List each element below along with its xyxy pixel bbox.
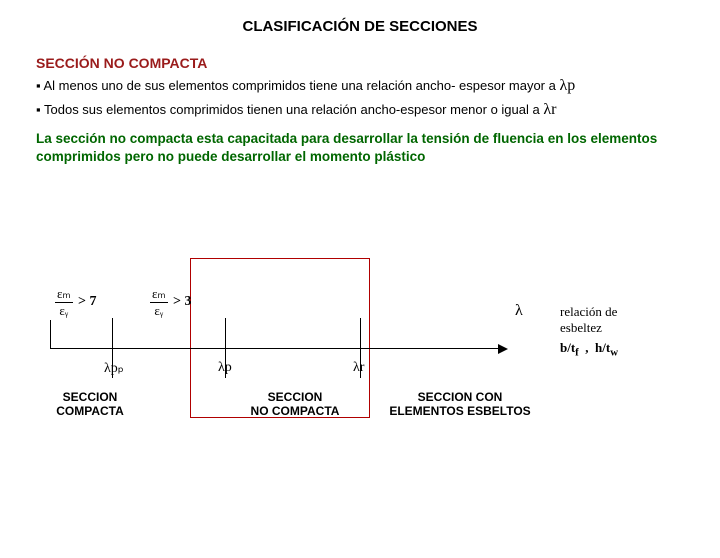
bullet-text: Al menos uno de sus elementos comprimido… [44,78,560,93]
frac1-gt: > 7 [78,294,96,310]
bullet-marker: ▪ [36,102,44,117]
lambda-right: λ [515,302,523,320]
lambda-r: λr [543,101,556,118]
bullet-marker: ▪ [36,78,44,93]
classification-diagram: εₘ εᵧ > 7 εₘ εᵧ > 3 λpₚ λp λr λ relación… [60,278,660,478]
bullet-text: Todos sus elementos comprimidos tienen u… [44,102,543,117]
label-compacta: SECCIONCOMPACTA [50,390,130,419]
frac-1: εₘ εᵧ [55,286,73,319]
highlight-text: La sección no compacta esta capacitada p… [36,130,684,166]
bullet-1: ▪ Al menos uno de sus elementos comprimi… [36,75,684,97]
label-esbeltos: SECCION CONELEMENTOS ESBELTOS [380,390,540,419]
axis-arrow [498,344,508,354]
frac1-top: εₘ [55,286,73,303]
lambda-p: λp [559,77,575,94]
frac2-bot: εᵧ [150,303,168,319]
frac-2: εₘ εᵧ [150,286,168,319]
content-block: SECCIÓN NO COMPACTA ▪ Al menos uno de su… [0,35,720,166]
label-lp: λp [218,360,232,376]
frac1-bot: εᵧ [55,303,73,319]
bullet-2: ▪ Todos sus elementos comprimidos tienen… [36,99,684,121]
frac2-gt: > 3 [173,294,191,310]
section-subtitle: SECCIÓN NO COMPACTA [36,55,684,71]
page-title: CLASIFICACIÓN DE SECCIONES [0,18,720,35]
relacion-label: relación de esbeltez [560,304,660,336]
label-nocompacta: SECCIONNO COMPACTA [240,390,350,419]
tick-left [50,320,51,348]
axis-line [50,348,500,349]
label-lpp: λpₚ [104,360,124,377]
bt-label: b/tf , h/tw [560,340,618,359]
label-lr: λr [353,360,364,376]
frac2-top: εₘ [150,286,168,303]
